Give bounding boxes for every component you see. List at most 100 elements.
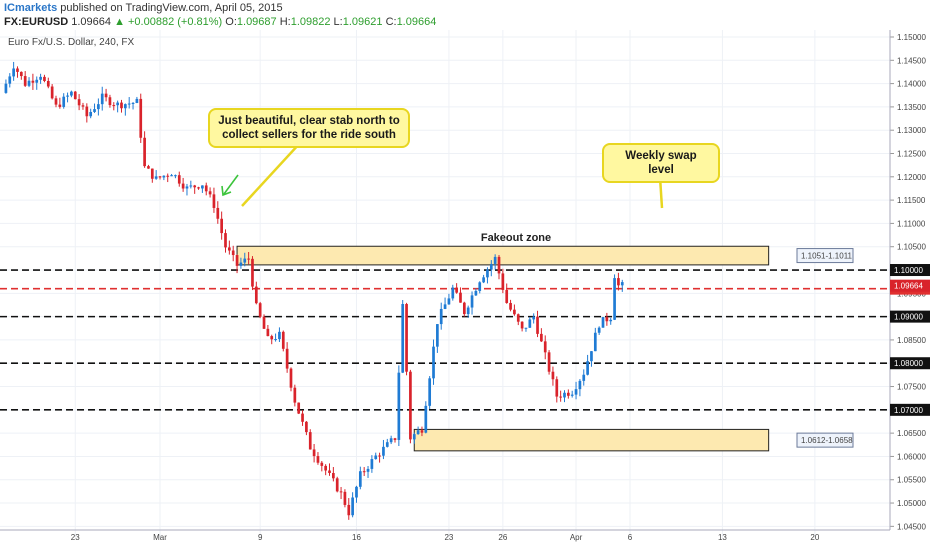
candle-body [116,102,119,106]
candle-body [316,456,320,463]
y-tick-label: 1.14000 [897,80,926,89]
candle-body [123,104,127,109]
candle-body [66,95,69,97]
candle-body [389,438,393,443]
candle-body [181,183,185,189]
candle-body [378,455,381,457]
candle-body [27,80,31,86]
candle-body [189,185,193,187]
candle-body [555,379,559,397]
candle-body [197,187,200,189]
levels-layer [0,269,890,411]
level-tag [890,403,930,416]
upper-zone-tag [796,248,854,264]
candle-body [320,462,324,466]
high-label: H: [279,16,291,28]
open-label: O: [225,16,237,28]
candle-body [23,76,27,86]
open-value: 1.09687 [236,16,277,28]
current-price-tag [890,279,930,292]
candle-body [305,421,308,433]
candles-layer [4,61,624,520]
candle-body [177,175,181,184]
candle-body [154,176,158,179]
candle-body [436,324,439,347]
candle-body [258,303,262,317]
candle-body [104,93,108,98]
candle-body [424,405,428,433]
y-tick-label: 1.13000 [897,126,926,135]
axes-layer: 1.15000 1.14500 1.14000 1.13500 1.13000 1.125… [0,30,930,542]
green-arrow-icon [223,174,239,195]
candle-body [482,277,485,283]
upper-zone-tag-label: 1.1051-1.1011 [801,252,853,261]
low-value: 1.09621 [342,16,383,28]
candle-body [470,295,474,308]
candle-body [543,341,547,353]
candle-body [12,68,15,77]
candle-body [489,263,493,270]
x-tick-label: 20 [810,533,819,542]
candle-body [193,185,197,188]
candle-body [385,442,389,447]
candle-body [93,109,96,112]
candle-body [432,346,435,379]
candle-body [262,316,266,329]
candle-body [335,478,339,492]
price-chart[interactable]: Fakeout zone 1.1051-1.1011 1.0612-1.0658 1… [0,30,932,550]
candle-body [220,218,223,234]
candle-body [528,319,532,328]
candle-body [455,287,458,293]
candle-body [582,374,586,381]
level-tag-label: 1.09000 [894,313,923,322]
fakeout-zone-label: Fakeout zone [481,232,551,244]
zone-0 [236,245,770,266]
candle-body [39,76,42,80]
candle-body [77,99,81,106]
y-tick-label: 1.11000 [897,219,926,228]
candle-body [405,304,408,372]
candle-body [332,473,335,479]
candle-body [351,497,354,516]
author-link[interactable]: ICmarkets [4,2,58,14]
level-tag-label: 1.08000 [894,359,923,368]
close-label: C: [385,16,397,28]
candle-body [150,168,154,179]
price-value: 1.09664 [71,16,111,28]
lower-zone-tag [796,432,854,448]
candle-body [158,176,162,178]
candle-body [239,262,243,266]
high-value: 1.09822 [290,16,331,28]
candle-body [89,111,93,117]
candle-body [97,104,100,110]
candle-body [285,348,289,369]
candle-body [601,317,605,328]
candle-body [347,504,351,516]
publish-line: ICmarkets published on TradingView.com, … [4,2,283,14]
y-tick-label: 1.06000 [897,452,926,461]
candle-body [593,332,597,352]
candle-body [409,371,412,440]
candle-body [301,413,304,422]
low-label: L: [333,16,343,28]
candle-body [81,105,85,107]
candle-body [270,336,274,340]
candle-body [312,449,316,457]
candle-body [50,86,54,99]
y-tick-label: 1.11500 [897,196,926,205]
candle-body [143,137,146,167]
chart-title: Euro Fx/U.S. Dollar, 240, FX [8,37,134,48]
level-tag-label: 1.07000 [894,406,923,415]
candle-body [343,491,347,505]
candle-body [251,258,254,287]
chart-area[interactable]: Fakeout zone 1.1051-1.1011 1.0612-1.0658 1… [0,30,932,550]
candle-body [466,307,470,315]
candle-body [620,282,624,286]
x-tick-label: 23 [71,533,80,542]
y-tick-label: 1.08500 [897,336,926,345]
candle-body [382,446,385,456]
candle-body [70,91,73,96]
candle-body [358,471,362,487]
candle-body [462,302,466,315]
candle-body [439,308,443,325]
